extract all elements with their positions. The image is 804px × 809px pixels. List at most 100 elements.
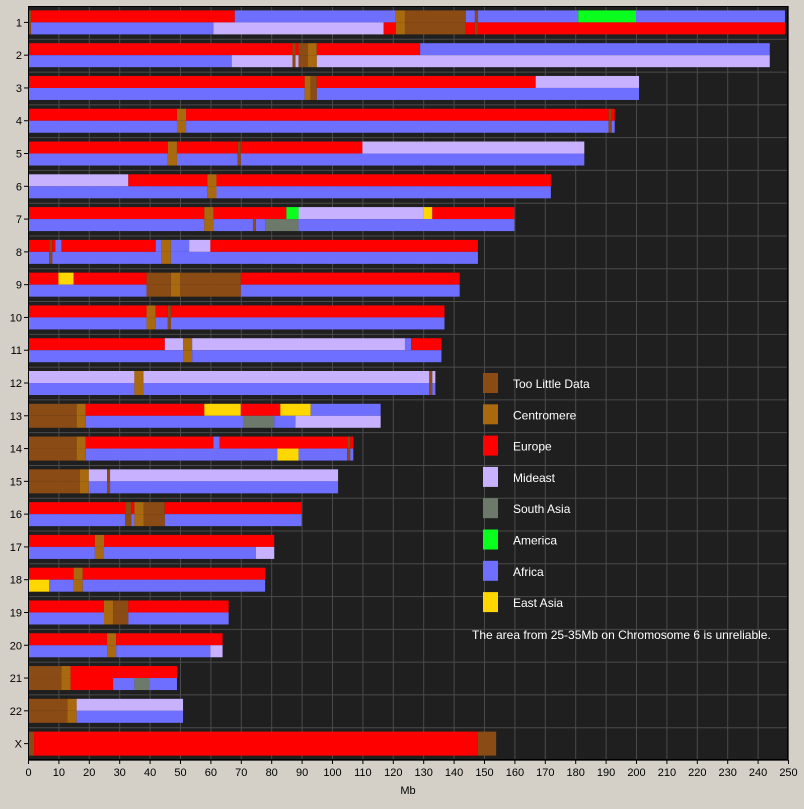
segment-centromere xyxy=(94,534,104,547)
segment-africa xyxy=(216,186,551,199)
segment-africa xyxy=(28,612,104,625)
segment-europe xyxy=(28,305,147,318)
y-tick-label: 11 xyxy=(11,345,22,357)
segment-africa xyxy=(104,546,256,559)
segment-africa xyxy=(213,219,253,232)
segment-europe xyxy=(465,22,475,35)
chromosome-8 xyxy=(28,239,478,264)
segment-europe xyxy=(85,403,205,416)
segment-too_little_data xyxy=(429,383,433,395)
segment-america xyxy=(286,207,299,220)
segment-africa xyxy=(113,678,135,691)
plot-border xyxy=(28,6,788,760)
segment-europe xyxy=(611,108,615,121)
y-tick-label: 4 xyxy=(16,116,22,128)
segment-africa xyxy=(164,514,302,527)
segment-centromere xyxy=(395,10,405,23)
segment-too_little_data xyxy=(237,141,241,154)
segment-europe xyxy=(432,207,515,220)
segment-too_little_data xyxy=(28,481,80,494)
chromosome-15 xyxy=(28,469,339,494)
segment-mideast xyxy=(28,371,135,383)
segment-europe xyxy=(155,305,168,318)
segment-centromere xyxy=(204,207,214,220)
segment-east_asia xyxy=(204,403,241,416)
segment-africa xyxy=(131,514,135,527)
segment-centromere xyxy=(104,600,114,613)
segment-europe xyxy=(61,239,156,252)
legend: Too Little Data Centromere Europe Mideast So… xyxy=(483,373,590,613)
segment-mideast xyxy=(256,546,275,559)
y-tick-label: 2 xyxy=(16,50,22,62)
y-tick-label: 3 xyxy=(16,83,22,95)
segment-mideast xyxy=(110,469,339,482)
segment-mideast xyxy=(210,645,223,658)
y-tick-label: 19 xyxy=(10,607,22,619)
segment-mideast xyxy=(295,55,299,68)
segment-europe xyxy=(176,141,238,154)
segment-too_little_data xyxy=(347,436,351,449)
segment-europe xyxy=(28,534,95,547)
segment-europe xyxy=(128,174,208,187)
segment-centromere xyxy=(134,514,144,527)
segment-south_asia xyxy=(265,219,299,232)
segment-centromere xyxy=(207,186,217,199)
segment-east_asia xyxy=(28,579,50,592)
chromosome-4 xyxy=(28,108,615,133)
segment-east_asia xyxy=(423,207,433,220)
x-tick-label: 130 xyxy=(415,767,433,779)
segment-africa xyxy=(28,186,208,199)
chromosome-18 xyxy=(28,567,266,592)
segment-europe xyxy=(240,141,363,154)
legend-label-africa: Africa xyxy=(513,565,544,579)
segment-too_little_data xyxy=(292,43,296,56)
segment-too_little_data xyxy=(143,514,165,527)
segment-africa xyxy=(110,481,339,494)
segment-europe xyxy=(28,502,126,515)
segment-mideast xyxy=(213,22,384,35)
segment-south_asia xyxy=(134,678,150,691)
segment-africa xyxy=(31,22,214,35)
segment-africa xyxy=(85,448,278,461)
segment-mideast xyxy=(535,75,640,88)
segment-africa xyxy=(213,436,220,449)
segment-africa xyxy=(350,448,354,461)
segment-europe xyxy=(28,43,293,56)
segment-africa xyxy=(28,120,177,133)
y-tick-label: 9 xyxy=(16,280,22,292)
segment-too_little_data xyxy=(113,600,129,613)
y-tick-label: 22 xyxy=(10,706,22,718)
y-tick-label: 14 xyxy=(10,444,22,456)
segment-europe xyxy=(28,75,305,88)
y-tick-label: 5 xyxy=(16,149,22,161)
segment-too_little_data xyxy=(28,22,32,35)
segment-too_little_data xyxy=(146,272,171,285)
segment-europe xyxy=(164,502,302,515)
legend-swatch-mideast xyxy=(483,466,498,487)
segment-centromere xyxy=(61,678,71,691)
segment-europe xyxy=(186,108,609,121)
legend-swatch-africa xyxy=(483,560,498,581)
chromosome-1 xyxy=(28,10,785,35)
segment-europe xyxy=(116,633,223,646)
segment-europe xyxy=(170,305,445,318)
segment-africa xyxy=(116,645,211,658)
legend-swatch-east_asia xyxy=(483,592,498,613)
chromosome-X xyxy=(28,731,497,756)
segment-mideast xyxy=(295,415,381,428)
segment-centromere xyxy=(67,698,77,711)
chromosome-19 xyxy=(28,600,229,625)
segment-too_little_data xyxy=(298,43,308,56)
segment-africa xyxy=(28,219,205,232)
segment-africa xyxy=(149,678,177,691)
segment-too_little_data xyxy=(143,502,165,515)
segment-too_little_data xyxy=(107,469,111,482)
chromosome-3 xyxy=(28,75,640,100)
segment-too_little_data xyxy=(298,55,308,68)
segment-too_little_data xyxy=(28,415,77,428)
segment-europe xyxy=(28,600,104,613)
segment-centromere xyxy=(73,579,83,592)
segment-africa xyxy=(155,239,162,252)
segment-europe xyxy=(28,338,165,351)
segment-too_little_data xyxy=(28,678,62,691)
